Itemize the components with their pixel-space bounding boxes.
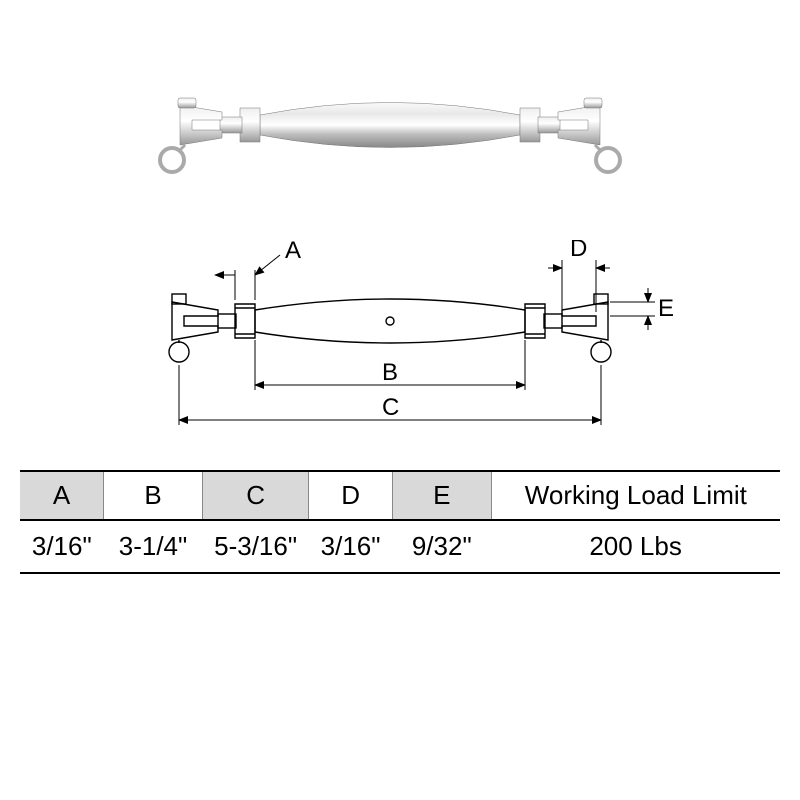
dim-label-d: D xyxy=(570,240,587,262)
col-wll: Working Load Limit xyxy=(491,471,780,520)
dim-label-a: A xyxy=(285,240,301,264)
technical-diagram: A B C D xyxy=(100,240,680,440)
col-e: E xyxy=(392,471,491,520)
table-row: 3/16" 3-1/4" 5-3/16" 3/16" 9/32" 200 Lbs xyxy=(20,520,780,573)
cell-d: 3/16" xyxy=(309,520,393,573)
spec-table: A B C D E Working Load Limit 3/16" 3-1/4… xyxy=(20,470,780,574)
col-c: C xyxy=(202,471,308,520)
cell-a: 3/16" xyxy=(20,520,104,573)
page-container: A B C D xyxy=(0,0,800,800)
cell-c: 5-3/16" xyxy=(202,520,308,573)
col-d: D xyxy=(309,471,393,520)
cell-wll: 200 Lbs xyxy=(491,520,780,573)
dim-label-c: C xyxy=(382,394,399,421)
col-b: B xyxy=(104,471,203,520)
dimensions-table: A B C D E Working Load Limit 3/16" 3-1/4… xyxy=(20,470,780,574)
cell-b: 3-1/4" xyxy=(104,520,203,573)
cell-e: 9/32" xyxy=(392,520,491,573)
col-a: A xyxy=(20,471,104,520)
product-photo xyxy=(110,70,670,180)
table-header-row: A B C D E Working Load Limit xyxy=(20,471,780,520)
dim-label-b: B xyxy=(382,359,398,386)
dim-label-e: E xyxy=(658,295,674,322)
